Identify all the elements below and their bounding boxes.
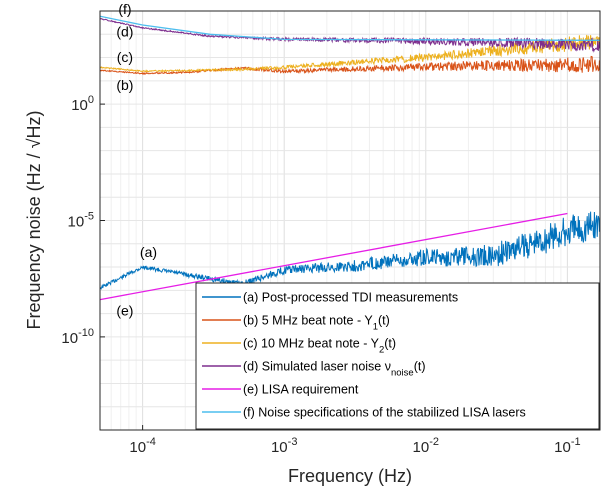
curve-label-e: (e) [116,302,133,318]
legend-box [195,282,600,430]
curve-label-a: (a) [140,244,157,260]
legend: (a) Post-processed TDI measurements(b) 5… [195,282,600,430]
series-line-e [100,212,568,301]
series-group [100,15,600,301]
y-axis-label: Frequency noise (Hz / √Hz) [24,111,44,330]
series-line-b [100,55,600,76]
curve-label-c: (c) [117,49,133,65]
series-line-f [100,15,600,41]
x-axis-label: Frequency (Hz) [288,466,412,486]
legend-entry: (a) Post-processed TDI measurements [243,291,458,305]
legend-entry: (f) Noise specifications of the stabiliz… [243,406,526,420]
curve-label-f: (f) [118,1,131,17]
curve-labels: (a) (b) (c) (d) (e) (f) [116,1,157,318]
series-line-c [100,34,600,73]
curve-label-d: (d) [116,24,133,40]
series-line-a [100,211,600,290]
series-line-d [100,17,600,53]
curve-label-b: (b) [116,77,133,93]
legend-entry: (e) LISA requirement [243,383,359,397]
